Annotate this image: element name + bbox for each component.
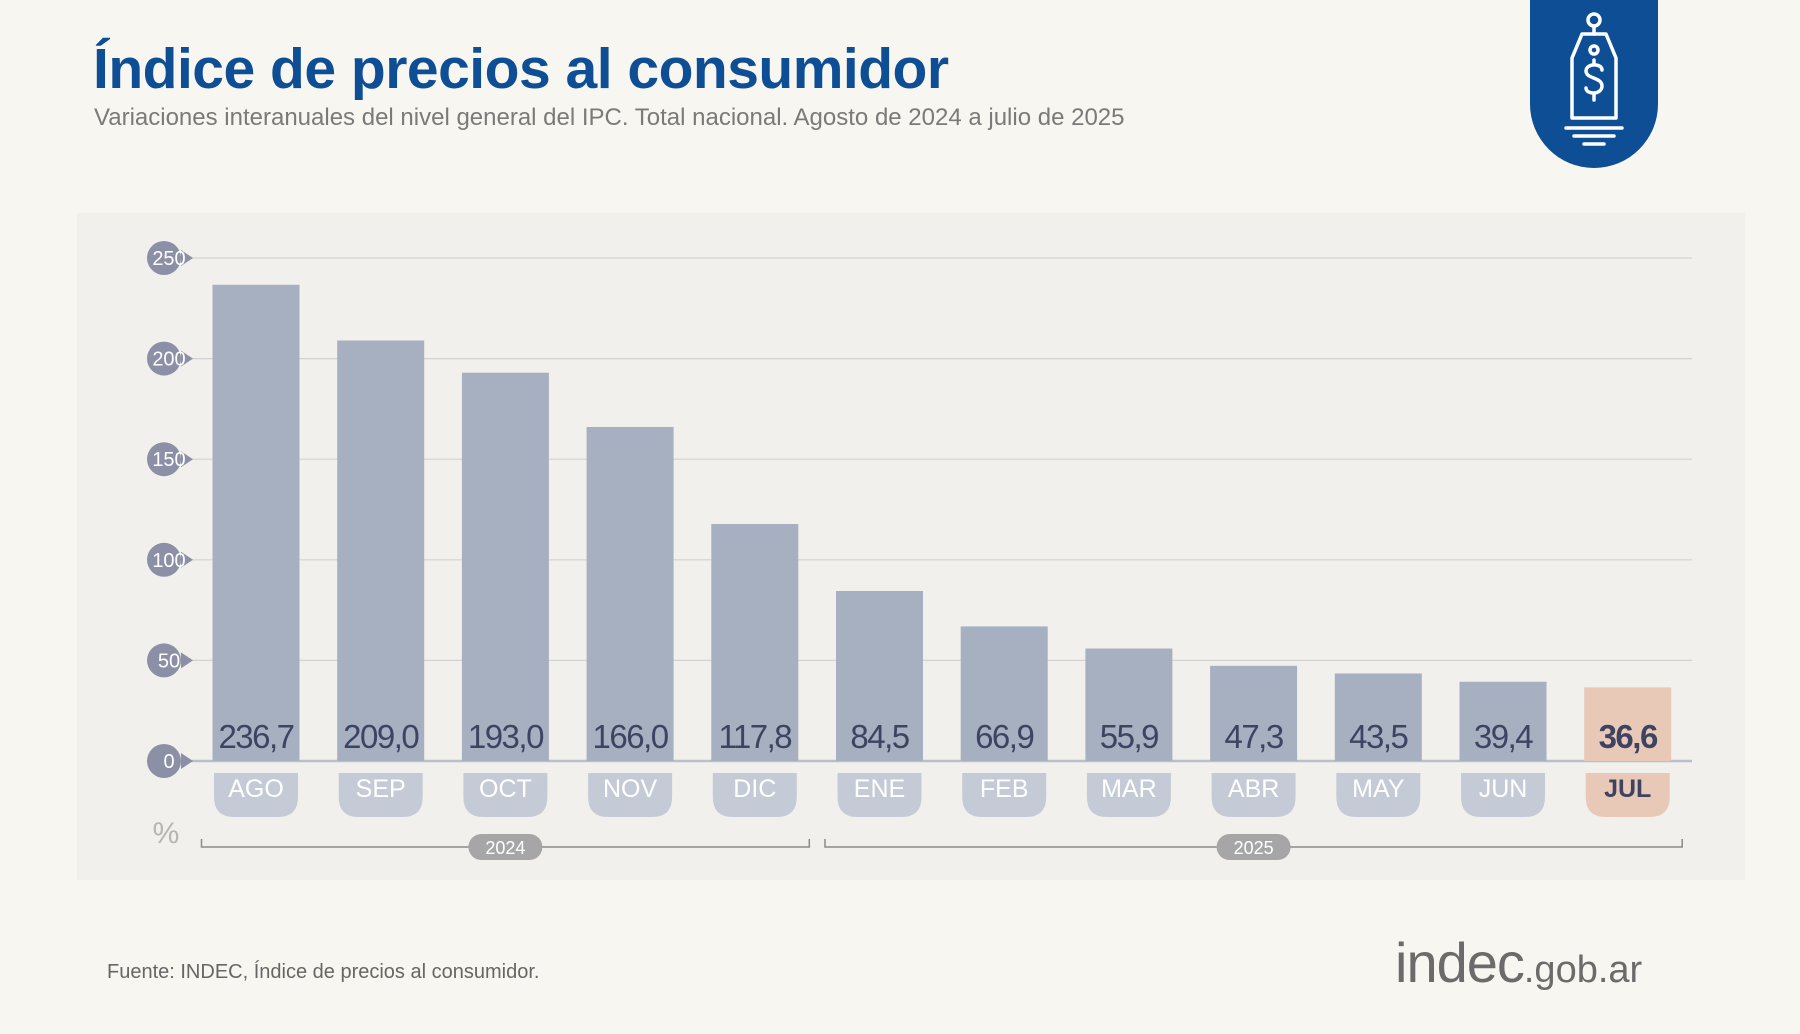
y-tick-label: 250: [152, 248, 185, 270]
value-label: 117,8: [718, 718, 791, 755]
month-pill: [1461, 773, 1545, 817]
logo-tld: .gob.ar: [1523, 949, 1643, 991]
x-tick-label: JUL: [1604, 775, 1651, 803]
y-tick-label: 200: [152, 349, 185, 371]
month-pill: [962, 773, 1047, 817]
price-tag-badge: [1530, 0, 1658, 168]
x-tick-label: JUN: [1479, 775, 1528, 803]
month-pill: [214, 773, 298, 817]
source-note: Fuente: INDEC, Índice de precios al cons…: [107, 961, 540, 983]
ipc-bar-chart: 250 200 150 100 50 0 236,7 AGO 209,0 SEP 193,0 OCT 1…: [147, 241, 1692, 860]
x-tick-label: MAY: [1352, 775, 1405, 803]
y-tick-bubble: [147, 241, 193, 275]
x-tick-label: ABR: [1228, 775, 1279, 803]
month-pill: [338, 773, 423, 817]
price-tag-dollar-icon: [1564, 12, 1624, 146]
bar-sep: [337, 340, 425, 761]
value-label: 193,0: [468, 718, 544, 755]
month-pill: [1336, 773, 1421, 817]
bar-nov: [586, 427, 674, 761]
value-label: 209,0: [343, 718, 419, 755]
month-pill: [1585, 773, 1670, 817]
value-label: 236,7: [218, 718, 293, 755]
y-tick-bubble: [147, 744, 193, 778]
month-pill: [1211, 773, 1296, 817]
bar-mar: [1085, 648, 1173, 761]
bar-ago: [212, 284, 300, 761]
x-tick-label: MAR: [1101, 775, 1157, 803]
month-pill: [712, 773, 797, 817]
y-tick-label: 50: [158, 650, 180, 672]
value-label: 166,0: [593, 718, 669, 755]
x-tick-label: SEP: [356, 775, 406, 803]
bar-oct: [461, 372, 549, 761]
logo-main: indec: [1395, 931, 1525, 994]
y-tick-label: 0: [163, 751, 174, 773]
page-title: Índice de precios al consumidor: [93, 37, 949, 101]
indec-logo: indec.gob.ar: [1395, 930, 1642, 995]
value-label: 39,4: [1474, 718, 1533, 755]
year-label: 2024: [485, 838, 525, 858]
bar-dic: [711, 523, 799, 761]
bar-may: [1334, 673, 1422, 761]
x-tick-label: ENE: [854, 775, 905, 803]
value-label: 84,5: [850, 718, 908, 755]
y-tick-bubble: [147, 643, 193, 678]
value-label: 66,9: [975, 718, 1033, 755]
y-tick-bubble: [147, 341, 193, 376]
bar-jun: [1459, 681, 1547, 761]
x-tick-label: OCT: [479, 775, 532, 803]
x-tick-label: FEB: [980, 775, 1029, 803]
x-tick-label: NOV: [603, 775, 658, 803]
bar-jul: [1584, 687, 1672, 761]
value-label: 36,6: [1599, 718, 1658, 755]
year-pill: [468, 834, 543, 860]
y-tick-bubble: [147, 442, 193, 477]
value-label: 55,9: [1100, 718, 1158, 755]
bar-abr: [1210, 665, 1298, 761]
month-pill: [588, 773, 673, 817]
bar-ene: [836, 590, 923, 761]
x-tick-label: AGO: [228, 775, 284, 803]
y-tick-label: 150: [152, 449, 185, 471]
year-label: 2025: [1234, 838, 1274, 858]
bar-feb: [960, 626, 1048, 761]
month-pill: [1086, 773, 1171, 817]
month-pill: [463, 773, 548, 817]
y-tick-bubble: [147, 542, 193, 577]
y-unit-label: %: [153, 817, 180, 850]
year-pill: [1216, 834, 1291, 860]
chart-panel: 250 200 150 100 50 0 236,7 AGO 209,0 SEP 193,0 OCT 1…: [77, 213, 1745, 880]
value-label: 43,5: [1349, 718, 1407, 755]
page-subtitle: Variaciones interanuales del nivel gener…: [94, 104, 1125, 131]
value-label: 47,3: [1224, 718, 1282, 755]
y-tick-label: 100: [152, 550, 185, 572]
month-pill: [837, 773, 922, 817]
x-tick-label: DIC: [733, 775, 776, 803]
